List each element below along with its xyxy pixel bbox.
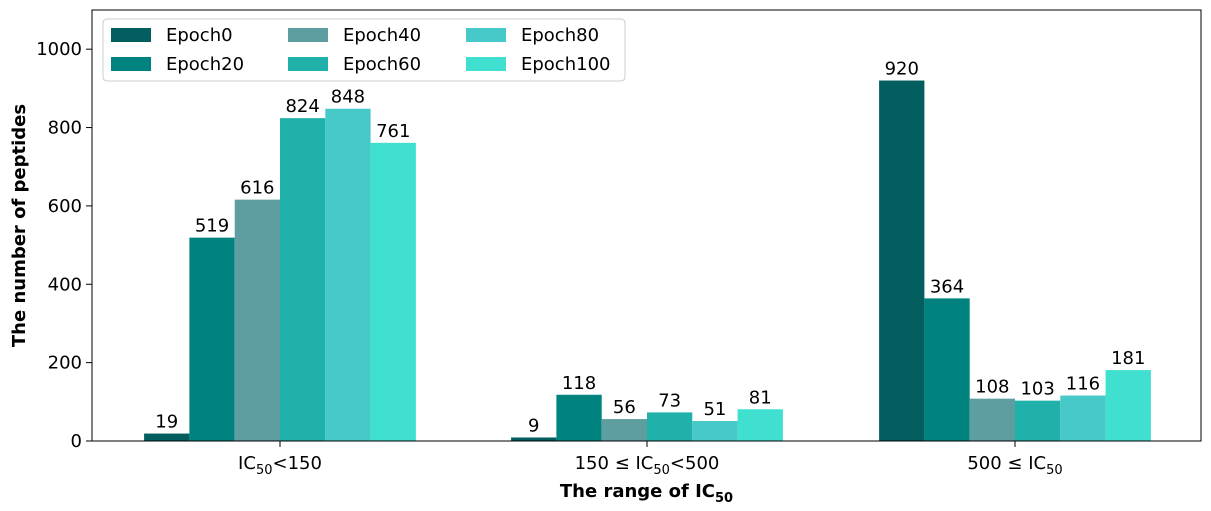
legend-swatch bbox=[466, 28, 506, 42]
value-label: 108 bbox=[975, 377, 1009, 398]
legend-label: Epoch0 bbox=[166, 25, 233, 46]
value-label: 181 bbox=[1111, 348, 1145, 369]
value-label: 103 bbox=[1020, 379, 1054, 400]
y-tick-label: 600 bbox=[48, 196, 82, 217]
bar-epoch80-cat0 bbox=[325, 108, 371, 441]
value-label: 848 bbox=[331, 87, 365, 108]
legend: Epoch0 Epoch20 Epoch40 Epoch60 Epoch80 Epoch1… bbox=[102, 18, 626, 82]
bar-epoch80-cat1 bbox=[692, 421, 738, 441]
bar-epoch40-cat0 bbox=[234, 199, 280, 441]
value-label: 56 bbox=[613, 397, 636, 418]
bar-epoch100-cat0 bbox=[370, 142, 416, 442]
legend-label: Epoch100 bbox=[521, 54, 610, 75]
bar-epoch60-cat2 bbox=[1015, 400, 1061, 441]
x-tick-label: IC50<150 bbox=[238, 453, 322, 478]
legend-label: Epoch20 bbox=[166, 54, 244, 75]
value-label: 761 bbox=[376, 121, 410, 142]
value-label: 364 bbox=[930, 276, 964, 297]
bar-epoch20-cat2 bbox=[924, 298, 970, 441]
bar-epoch0-cat1 bbox=[511, 437, 557, 441]
legend-label: Epoch60 bbox=[343, 54, 421, 75]
value-label: 118 bbox=[562, 373, 596, 394]
value-label: 616 bbox=[240, 178, 274, 199]
bar-epoch40-cat1 bbox=[601, 419, 647, 441]
value-label: 519 bbox=[195, 216, 229, 237]
bar-epoch0-cat2 bbox=[879, 80, 925, 441]
y-axis: 0 200 400 600 800 1000 bbox=[36, 39, 92, 452]
y-tick-label: 400 bbox=[48, 274, 82, 295]
value-label: 824 bbox=[285, 96, 319, 117]
value-label: 81 bbox=[749, 387, 772, 408]
value-label: 73 bbox=[658, 390, 681, 411]
legend-swatch bbox=[288, 57, 328, 71]
x-axis: IC50<150 150 ≤ IC50<500 500 ≤ IC50 bbox=[238, 441, 1063, 478]
y-tick-label: 800 bbox=[48, 118, 82, 139]
bars-group bbox=[144, 80, 1151, 442]
y-axis-label: The number of peptides bbox=[9, 104, 30, 347]
value-label: 51 bbox=[703, 399, 726, 420]
value-label: 19 bbox=[155, 412, 178, 433]
value-label: 920 bbox=[885, 59, 919, 80]
bar-epoch100-cat2 bbox=[1105, 370, 1151, 441]
bar-epoch60-cat0 bbox=[280, 118, 326, 441]
legend-swatch bbox=[111, 57, 151, 71]
legend-swatch bbox=[288, 28, 328, 42]
legend-label: Epoch40 bbox=[343, 25, 421, 46]
y-tick-label: 1000 bbox=[36, 39, 82, 60]
y-tick-label: 200 bbox=[48, 353, 82, 374]
y-tick-label: 0 bbox=[71, 431, 82, 452]
bar-epoch0-cat0 bbox=[144, 433, 190, 441]
x-tick-label: 150 ≤ IC50<500 bbox=[575, 453, 720, 478]
value-labels-group: 19 519 616 824 848 761 9 118 56 73 51 81 920 364 108 10… bbox=[155, 59, 1145, 437]
value-label: 9 bbox=[528, 415, 539, 436]
bar-epoch40-cat2 bbox=[969, 398, 1015, 441]
value-label: 116 bbox=[1066, 374, 1100, 395]
legend-swatch bbox=[466, 57, 506, 71]
x-tick-label: 500 ≤ IC50 bbox=[967, 453, 1062, 478]
bar-epoch20-cat0 bbox=[189, 237, 235, 441]
bar-epoch60-cat1 bbox=[647, 412, 693, 441]
bar-epoch20-cat1 bbox=[556, 394, 602, 441]
legend-label: Epoch80 bbox=[521, 25, 599, 46]
legend-swatch bbox=[111, 28, 151, 42]
x-axis-label: The range of IC50 bbox=[560, 481, 733, 506]
bar-epoch100-cat1 bbox=[737, 409, 783, 441]
bar-epoch80-cat2 bbox=[1060, 395, 1106, 441]
